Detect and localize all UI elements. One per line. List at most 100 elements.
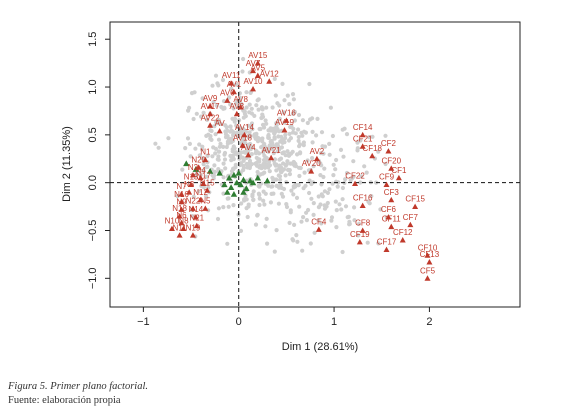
background-point <box>278 177 283 182</box>
point-label: N9 <box>176 197 187 206</box>
background-point <box>296 134 301 140</box>
background-point <box>309 196 314 201</box>
background-point <box>274 183 279 188</box>
background-point <box>274 162 279 167</box>
point-label: CF2 <box>381 139 397 148</box>
background-point <box>259 115 264 121</box>
background-point <box>201 168 206 173</box>
background-point <box>221 175 226 180</box>
background-points <box>153 56 389 255</box>
background-point <box>291 97 296 102</box>
point-label: N18 <box>172 204 187 213</box>
y-axis-ticks: −1.0 −0.5 0.0 0.5 1.0 1.5 <box>87 32 110 289</box>
green-point <box>224 189 231 195</box>
background-point <box>310 129 315 134</box>
background-point <box>208 128 213 133</box>
background-point <box>192 90 197 95</box>
labeled-point <box>313 155 320 162</box>
background-point <box>231 203 236 208</box>
background-point <box>288 124 293 130</box>
point-label: AV19 <box>275 118 295 127</box>
labeled-point <box>407 221 414 228</box>
labeled-point <box>383 246 390 253</box>
green-point <box>230 171 238 178</box>
background-point <box>222 157 228 162</box>
background-point <box>231 153 236 158</box>
background-point <box>315 116 320 121</box>
background-point <box>314 133 319 138</box>
background-point <box>261 189 266 194</box>
background-point <box>188 154 193 159</box>
background-point <box>325 190 330 195</box>
background-point <box>197 142 202 147</box>
background-point <box>204 133 209 138</box>
background-point <box>266 149 271 154</box>
background-point <box>347 221 352 227</box>
background-point <box>348 178 353 183</box>
x-axis-ticks: −1 0 1 2 <box>137 307 432 328</box>
background-point <box>276 173 281 178</box>
background-point <box>297 144 302 149</box>
background-point <box>254 103 259 108</box>
background-point <box>383 133 388 138</box>
background-point <box>277 166 282 171</box>
background-point <box>272 136 277 141</box>
point-label: AV14 <box>235 123 255 132</box>
background-point <box>310 116 315 121</box>
background-point <box>241 56 246 62</box>
background-point <box>233 150 239 155</box>
background-point <box>264 105 269 110</box>
background-point <box>248 147 253 152</box>
background-point <box>205 153 210 158</box>
labeled-point <box>388 223 395 230</box>
labeled-point <box>250 85 257 92</box>
background-point <box>320 144 325 149</box>
background-point <box>272 249 277 254</box>
background-point <box>271 191 276 196</box>
background-point <box>210 83 215 88</box>
background-point <box>241 158 246 163</box>
background-point <box>333 167 338 172</box>
background-point <box>233 165 238 170</box>
background-point <box>241 168 246 173</box>
green-point <box>225 174 233 181</box>
labeled-point <box>178 219 185 226</box>
background-point <box>282 98 287 103</box>
point-label: AV16 <box>277 109 297 118</box>
point-label: N8 <box>178 217 189 226</box>
background-point <box>290 92 296 97</box>
background-point <box>280 81 285 86</box>
point-label: AV4 <box>241 143 256 152</box>
labeled-point <box>202 205 209 211</box>
background-point <box>296 138 301 143</box>
labeled-point <box>356 238 363 245</box>
point-label: N2 <box>188 163 199 172</box>
background-point <box>293 161 298 166</box>
labeled-point <box>176 213 183 219</box>
background-point <box>215 216 221 222</box>
point-label: CF1 <box>391 166 407 175</box>
background-point <box>292 222 297 227</box>
labeled-point <box>197 196 204 203</box>
point-label: N14 <box>188 205 203 214</box>
labeled-point <box>385 148 392 154</box>
green-point <box>183 160 190 167</box>
background-point <box>312 230 317 235</box>
labeled-point <box>207 122 214 128</box>
labeled-point <box>168 225 175 231</box>
point-label: N13 <box>184 173 199 182</box>
labeled-point <box>308 168 315 174</box>
background-point <box>340 185 345 191</box>
labeled-point <box>388 165 395 171</box>
background-point <box>156 145 161 150</box>
background-point <box>228 102 233 107</box>
background-point <box>233 101 239 106</box>
labeled-point <box>189 172 196 178</box>
background-point <box>298 151 303 156</box>
background-point <box>285 159 290 164</box>
background-point <box>166 136 171 141</box>
background-point <box>247 164 253 169</box>
point-label: N7 <box>176 182 187 191</box>
background-point <box>287 220 292 225</box>
background-point <box>294 195 300 200</box>
